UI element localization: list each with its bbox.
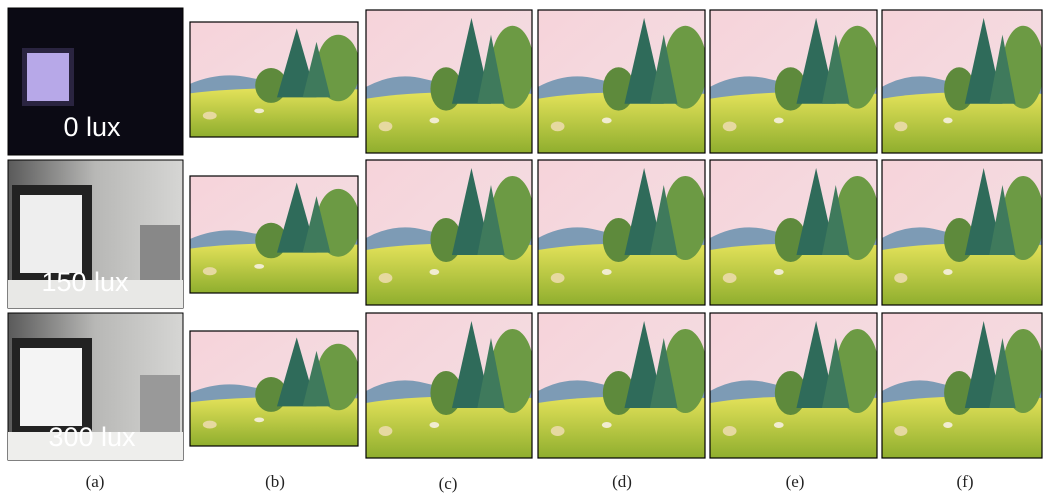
image [538, 160, 707, 305]
image [538, 313, 707, 458]
image [190, 176, 360, 293]
image [710, 160, 879, 305]
image [710, 10, 879, 153]
image [366, 313, 534, 458]
image [190, 331, 360, 446]
image [366, 160, 534, 305]
image [882, 160, 1043, 305]
image [710, 313, 879, 458]
column-label: (b) [265, 472, 285, 491]
column-label: (e) [786, 472, 805, 491]
figure: 0 lux 150 lux 300 lux (a) (b) (c) (d) (e… [0, 0, 1043, 500]
image [882, 10, 1043, 153]
image [538, 10, 707, 153]
row-label: 0 lux [63, 112, 121, 142]
row-label: 150 lux [41, 267, 129, 297]
image [882, 313, 1043, 458]
column-label: (c) [439, 474, 458, 493]
image [190, 22, 360, 137]
row-label: 300 lux [48, 422, 136, 452]
column-label: (a) [86, 472, 105, 491]
image [366, 10, 534, 153]
column-label: (d) [612, 472, 632, 491]
column-label: (f) [957, 472, 974, 491]
